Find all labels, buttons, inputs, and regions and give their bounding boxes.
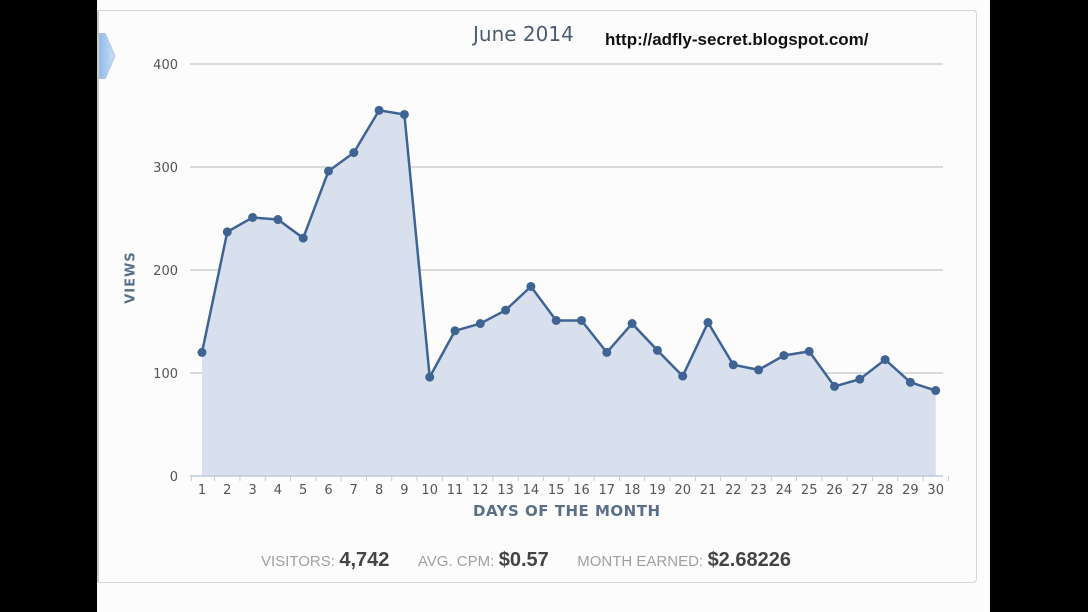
- x-tick-label: 2: [223, 483, 231, 498]
- data-point[interactable]: [349, 148, 359, 158]
- data-point[interactable]: [475, 319, 485, 329]
- data-point[interactable]: [273, 215, 283, 225]
- x-tick-label: 16: [573, 483, 590, 498]
- x-tick-label: 5: [299, 483, 307, 498]
- views-line: [200, 109, 937, 392]
- data-point[interactable]: [450, 326, 460, 336]
- y-axis-title: VIEWS: [123, 251, 139, 304]
- x-tick-label: 18: [624, 483, 641, 498]
- x-tick-label: 10: [421, 483, 438, 498]
- data-point[interactable]: [197, 347, 207, 357]
- x-tick-label: 19: [649, 483, 666, 498]
- x-tick-label: 25: [801, 483, 818, 498]
- data-point[interactable]: [830, 381, 839, 391]
- data-point[interactable]: [501, 305, 511, 315]
- y-tick-label: 300: [153, 161, 178, 176]
- x-tick-label: 24: [776, 483, 793, 498]
- data-point[interactable]: [905, 377, 915, 387]
- y-tick-label: 100: [153, 367, 178, 382]
- watermark-url: http://adfly-secret.blogspot.com/: [605, 30, 869, 49]
- data-point[interactable]: [399, 109, 409, 119]
- data-point[interactable]: [324, 166, 333, 176]
- x-tick-label: 12: [472, 483, 489, 498]
- data-point[interactable]: [248, 212, 258, 222]
- data-point[interactable]: [652, 345, 662, 355]
- data-point[interactable]: [551, 315, 561, 325]
- x-tick-label: 9: [400, 483, 408, 498]
- earned-value: $2.68226: [707, 549, 791, 571]
- x-tick-label: 4: [274, 483, 282, 498]
- cpm-value: $0.57: [498, 549, 549, 571]
- x-tick-label: 21: [700, 483, 717, 498]
- data-point[interactable]: [577, 315, 586, 325]
- y-tick-label: 200: [153, 264, 178, 279]
- y-tick-label: 0: [170, 470, 178, 485]
- x-tick-label: 1: [198, 483, 206, 498]
- data-point[interactable]: [602, 347, 612, 357]
- data-point[interactable]: [779, 350, 789, 360]
- data-point[interactable]: [678, 371, 688, 381]
- x-tick-label: 30: [927, 483, 944, 498]
- x-tick-label: 29: [902, 483, 919, 498]
- data-point[interactable]: [855, 374, 865, 384]
- x-tick-label: 23: [750, 483, 767, 498]
- x-tick-label: 11: [447, 483, 464, 498]
- visitors-value: 4,742: [339, 549, 390, 571]
- data-point[interactable]: [880, 355, 890, 365]
- data-point[interactable]: [526, 281, 536, 291]
- x-tick-label: 8: [375, 483, 383, 498]
- data-point[interactable]: [425, 372, 435, 382]
- data-point[interactable]: [627, 319, 637, 329]
- data-point[interactable]: [222, 227, 232, 237]
- x-tick-label: 14: [523, 483, 540, 498]
- area-fill: [202, 110, 936, 476]
- data-point[interactable]: [703, 318, 713, 328]
- cpm-label: AVG. CPM:: [417, 553, 495, 570]
- x-tick-label: 27: [852, 483, 869, 498]
- x-tick-label: 3: [248, 483, 256, 498]
- page: 0 100 200 300 400 1 2 3 4 5 6 7 8 9 10 11 12 13 14 15 16 17 18…: [97, 0, 990, 612]
- x-tick-label: 28: [877, 483, 894, 498]
- x-tick-label: 26: [826, 483, 843, 498]
- x-tick-label: 15: [548, 483, 565, 498]
- data-point[interactable]: [374, 105, 384, 115]
- data-point[interactable]: [298, 233, 308, 243]
- stats-bar: VISITORS: 4,742 AVG. CPM: $0.57 MONTH EA…: [261, 549, 815, 572]
- expand-arrow-icon[interactable]: [99, 33, 115, 79]
- y-tick-label: 400: [153, 58, 178, 73]
- chart-title: June 2014: [473, 22, 574, 46]
- x-tick-label: 7: [350, 483, 358, 498]
- data-point[interactable]: [728, 360, 738, 370]
- earned-label: MONTH EARNED:: [577, 553, 704, 570]
- visitors-label: VISITORS:: [261, 553, 335, 570]
- data-point[interactable]: [931, 386, 941, 396]
- data-point[interactable]: [804, 346, 814, 356]
- data-point[interactable]: [754, 365, 764, 375]
- x-tick-label: 6: [324, 483, 332, 498]
- x-tick-label: 17: [599, 483, 616, 498]
- x-tick-label: 20: [674, 483, 691, 498]
- x-tick-label: 13: [497, 483, 514, 498]
- x-tick-label: 22: [725, 483, 742, 498]
- x-axis-title: DAYS OF THE MONTH: [473, 502, 661, 520]
